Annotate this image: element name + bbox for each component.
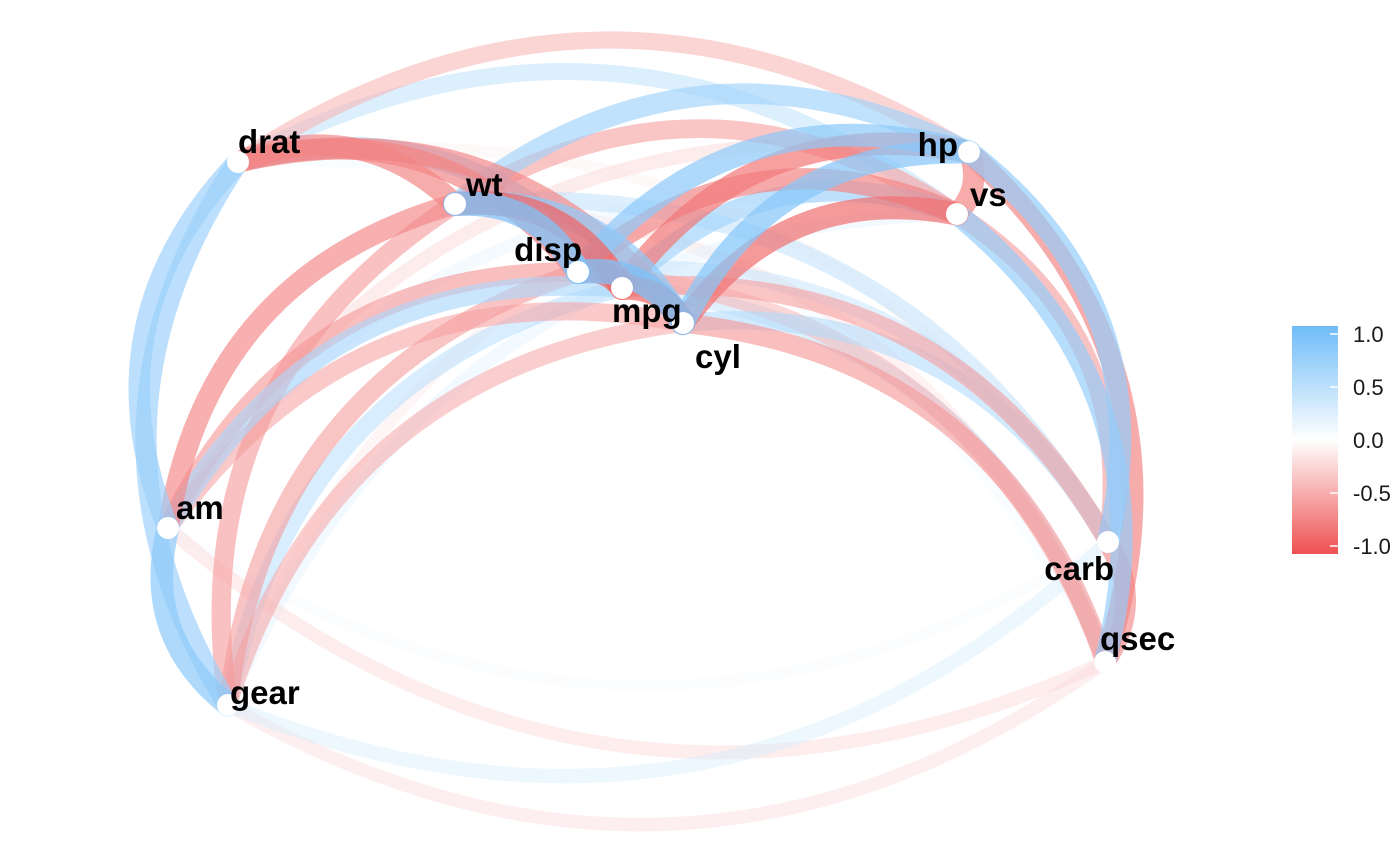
node-label-wt: wt: [465, 166, 503, 203]
edge-drat-wt: [227, 134, 466, 215]
node-hp: [958, 141, 980, 163]
node-label-hp: hp: [918, 126, 958, 163]
legend-tick-label: -0.5: [1353, 481, 1391, 506]
edge-qsec-gear: [221, 655, 1112, 832]
node-label-carb: carb: [1044, 550, 1114, 587]
legend-tick-label: -1.0: [1353, 534, 1391, 559]
node-label-cyl: cyl: [695, 338, 741, 375]
edge-disp-hp: [566, 123, 981, 284]
legend-tick-label: 0.5: [1353, 375, 1384, 400]
node-carb: [1097, 531, 1119, 553]
color-legend: 1.0 0.5 0.0 -0.5 -1.0: [1292, 322, 1391, 559]
node-label-am: am: [176, 489, 224, 526]
node-drat: [227, 151, 249, 173]
legend-tick-label: 1.0: [1353, 322, 1384, 347]
edge-disp-gear: [218, 262, 588, 715]
edge-gear-carb: [220, 534, 1116, 784]
node-label-mpg: mpg: [612, 292, 682, 329]
node-label-disp: disp: [514, 231, 582, 268]
node-mpg: [611, 277, 633, 299]
node-cyl: [672, 312, 694, 334]
edge-disp-wt: [442, 191, 591, 285]
edge-hp-drat: [229, 31, 978, 171]
edge-cyl-qsec: [673, 313, 1115, 672]
edge-qsec-am: [161, 521, 1112, 760]
edge-cyl-carb: [673, 311, 1118, 552]
edges-layer: [128, 31, 1144, 832]
edge-hp-carb: [958, 141, 1132, 553]
legend-tick-label: 0.0: [1353, 428, 1384, 453]
node-gear: [217, 694, 239, 716]
node-wt: [444, 193, 466, 215]
edge-hp-wt: [444, 83, 980, 215]
edge-am-carb: [162, 522, 1114, 691]
node-qsec: [1094, 651, 1116, 673]
node-am: [157, 517, 179, 539]
edge-am-gear: [150, 516, 240, 717]
edge-mpg-am: [158, 276, 632, 538]
node-label-vs: vs: [970, 176, 1007, 213]
node-label-gear: gear: [230, 674, 300, 711]
nodes-layer: [157, 141, 1119, 716]
edge-drat-am: [128, 151, 249, 539]
edge-cyl-disp: [565, 258, 696, 336]
node-label-qsec: qsec: [1100, 620, 1175, 657]
edge-cyl-hp: [671, 140, 981, 335]
edge-wt-am: [157, 193, 466, 539]
node-disp: [567, 261, 589, 283]
node-label-drat: drat: [238, 123, 300, 160]
edge-cyl-gear: [219, 314, 692, 714]
node-vs: [946, 203, 968, 225]
edge-qsec-vs: [946, 203, 1133, 673]
